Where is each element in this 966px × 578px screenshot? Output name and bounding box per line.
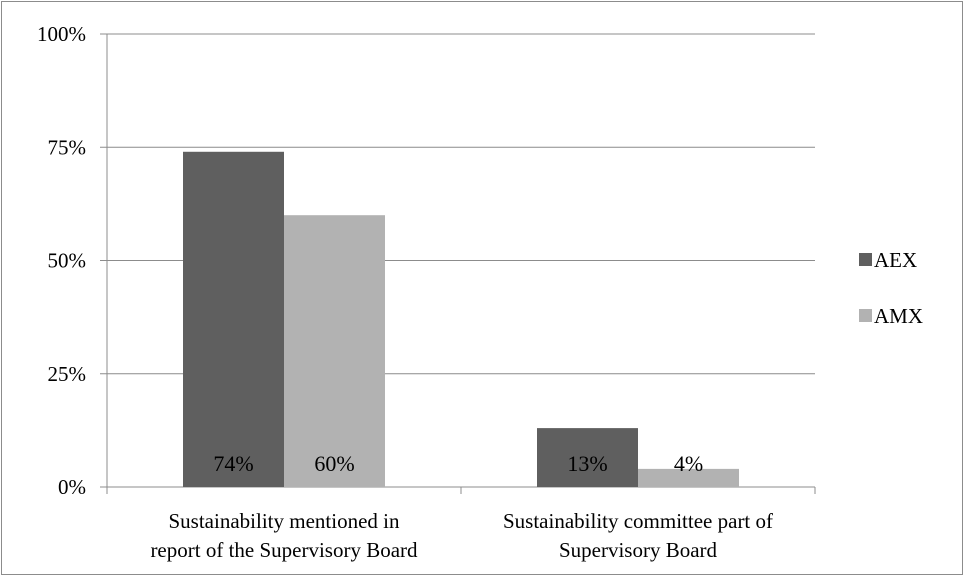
legend-swatch-amx [859,309,872,322]
data-label: 4% [674,451,703,476]
category-label: Sustainability committee part of [503,509,773,533]
data-label: 13% [567,451,607,476]
bar-amx [284,215,385,487]
data-label: 74% [213,451,253,476]
y-tick-label: 100% [37,22,86,46]
data-label: 60% [314,451,354,476]
y-tick-label: 25% [48,362,87,386]
y-tick-label: 50% [48,249,87,273]
category-label: report of the Supervisory Board [150,538,418,562]
category-label: Supervisory Board [559,538,718,562]
y-tick-label: 75% [48,135,87,159]
bar-aex [183,151,284,487]
legend-label: AEX [874,248,917,272]
category-label: Sustainability mentioned in [169,509,400,533]
legend-swatch-aex [859,253,872,266]
bar-aex [537,428,638,487]
y-tick-label: 0% [58,475,86,499]
legend-label: AMX [874,304,923,328]
bar-amx [638,468,739,487]
